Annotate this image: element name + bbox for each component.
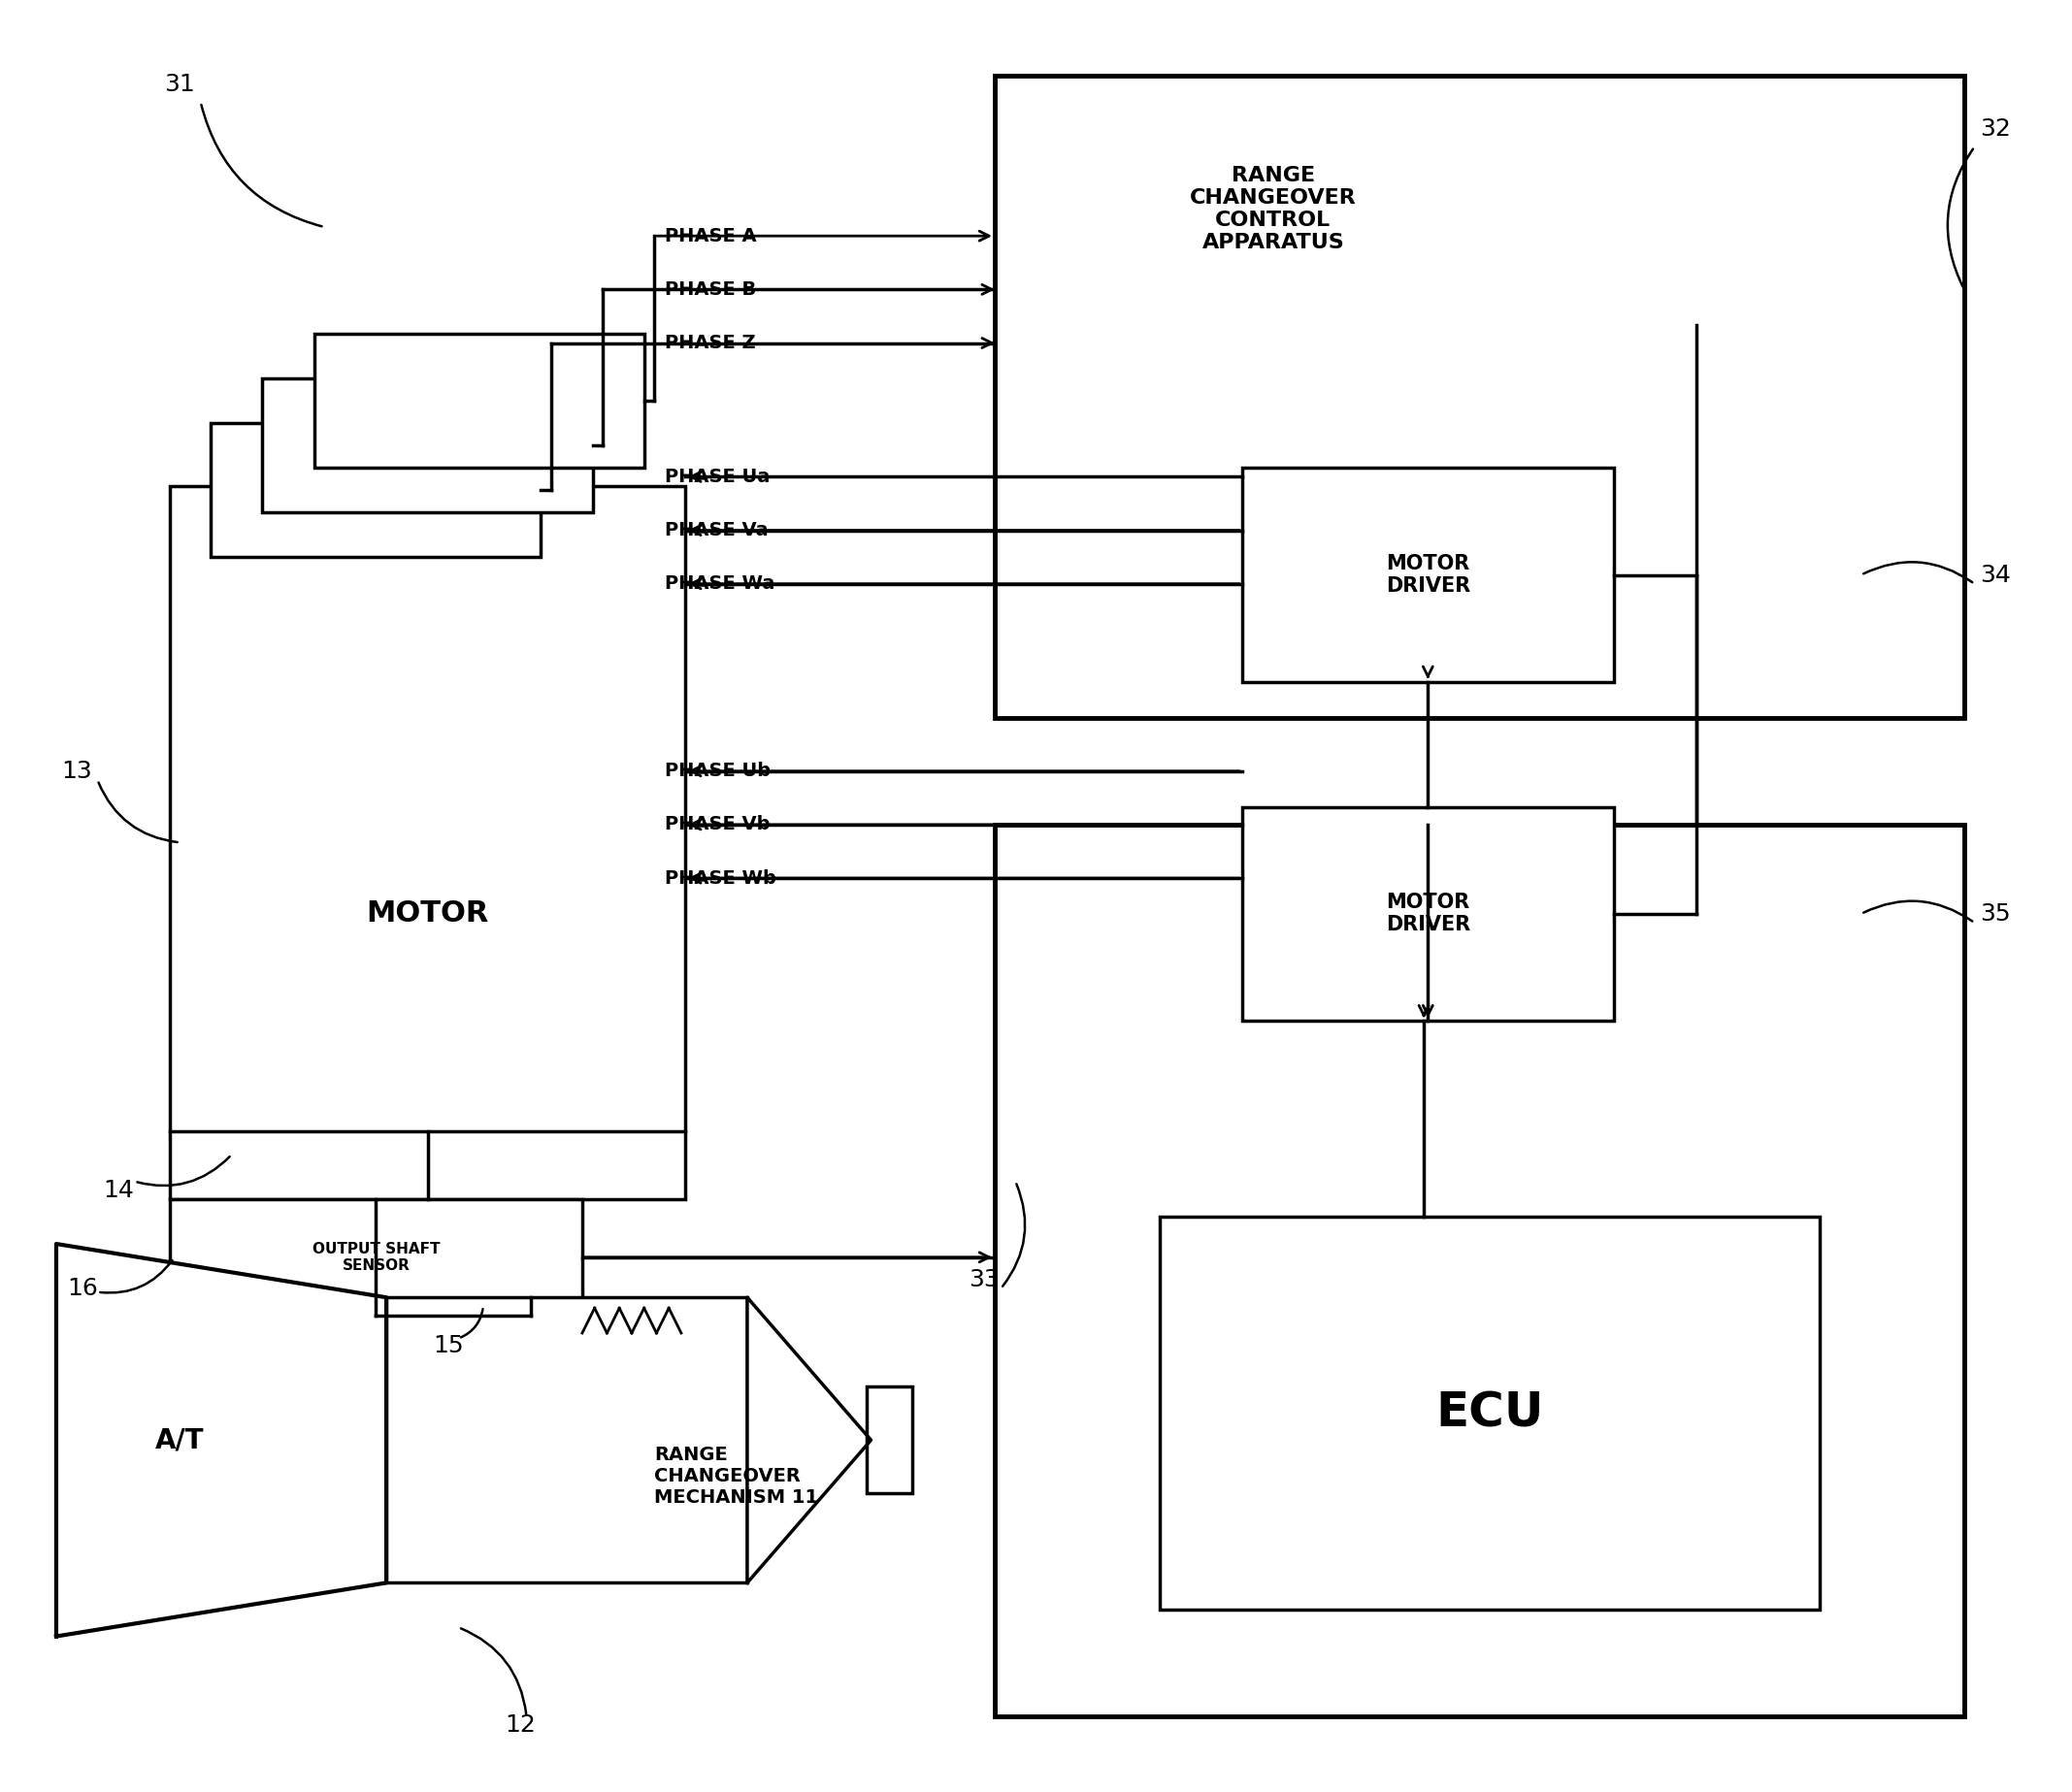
Text: 14: 14 xyxy=(104,1179,133,1202)
Text: PHASE Wb: PHASE Wb xyxy=(665,869,777,887)
Bar xyxy=(170,1199,582,1315)
Text: PHASE Ub: PHASE Ub xyxy=(665,762,771,780)
Text: 15: 15 xyxy=(433,1333,464,1357)
Bar xyxy=(263,378,593,513)
Polygon shape xyxy=(56,1244,385,1636)
Text: 12: 12 xyxy=(506,1713,537,1736)
Bar xyxy=(385,1297,748,1582)
Text: 32: 32 xyxy=(1979,116,2010,140)
Bar xyxy=(1160,1217,1819,1609)
Bar xyxy=(211,423,541,557)
Text: A/T: A/T xyxy=(155,1426,205,1453)
Text: RANGE
CHANGEOVER
MECHANISM 11: RANGE CHANGEOVER MECHANISM 11 xyxy=(655,1444,818,1507)
Text: PHASE Wa: PHASE Wa xyxy=(665,575,775,593)
Text: 13: 13 xyxy=(62,760,93,783)
Polygon shape xyxy=(748,1297,870,1582)
Bar xyxy=(866,1387,912,1493)
Text: MOTOR
DRIVER: MOTOR DRIVER xyxy=(1386,892,1471,935)
Text: PHASE Ua: PHASE Ua xyxy=(665,468,771,486)
Bar xyxy=(315,333,644,468)
Bar xyxy=(1243,806,1614,1021)
Text: PHASE Va: PHASE Va xyxy=(665,521,769,539)
Text: 16: 16 xyxy=(68,1278,99,1301)
Text: 34: 34 xyxy=(1979,563,2010,586)
Text: PHASE Z: PHASE Z xyxy=(665,333,756,353)
Bar xyxy=(1243,468,1614,683)
Text: PHASE Vb: PHASE Vb xyxy=(665,815,771,833)
Text: ECU: ECU xyxy=(1436,1391,1544,1437)
Text: PHASE B: PHASE B xyxy=(665,280,756,299)
Bar xyxy=(995,824,1964,1717)
Text: 31: 31 xyxy=(164,73,195,97)
Text: MOTOR
DRIVER: MOTOR DRIVER xyxy=(1386,554,1471,597)
Text: 35: 35 xyxy=(1979,901,2010,925)
Bar xyxy=(170,486,686,1199)
Text: OUTPUT SHAFT
SENSOR: OUTPUT SHAFT SENSOR xyxy=(313,1242,439,1272)
Text: PHASE A: PHASE A xyxy=(665,228,756,246)
Text: RANGE
CHANGEOVER
CONTROL
APPARATUS: RANGE CHANGEOVER CONTROL APPARATUS xyxy=(1189,165,1357,253)
Text: 33: 33 xyxy=(970,1269,1001,1292)
Text: MOTOR: MOTOR xyxy=(367,900,489,928)
Bar xyxy=(995,75,1964,717)
